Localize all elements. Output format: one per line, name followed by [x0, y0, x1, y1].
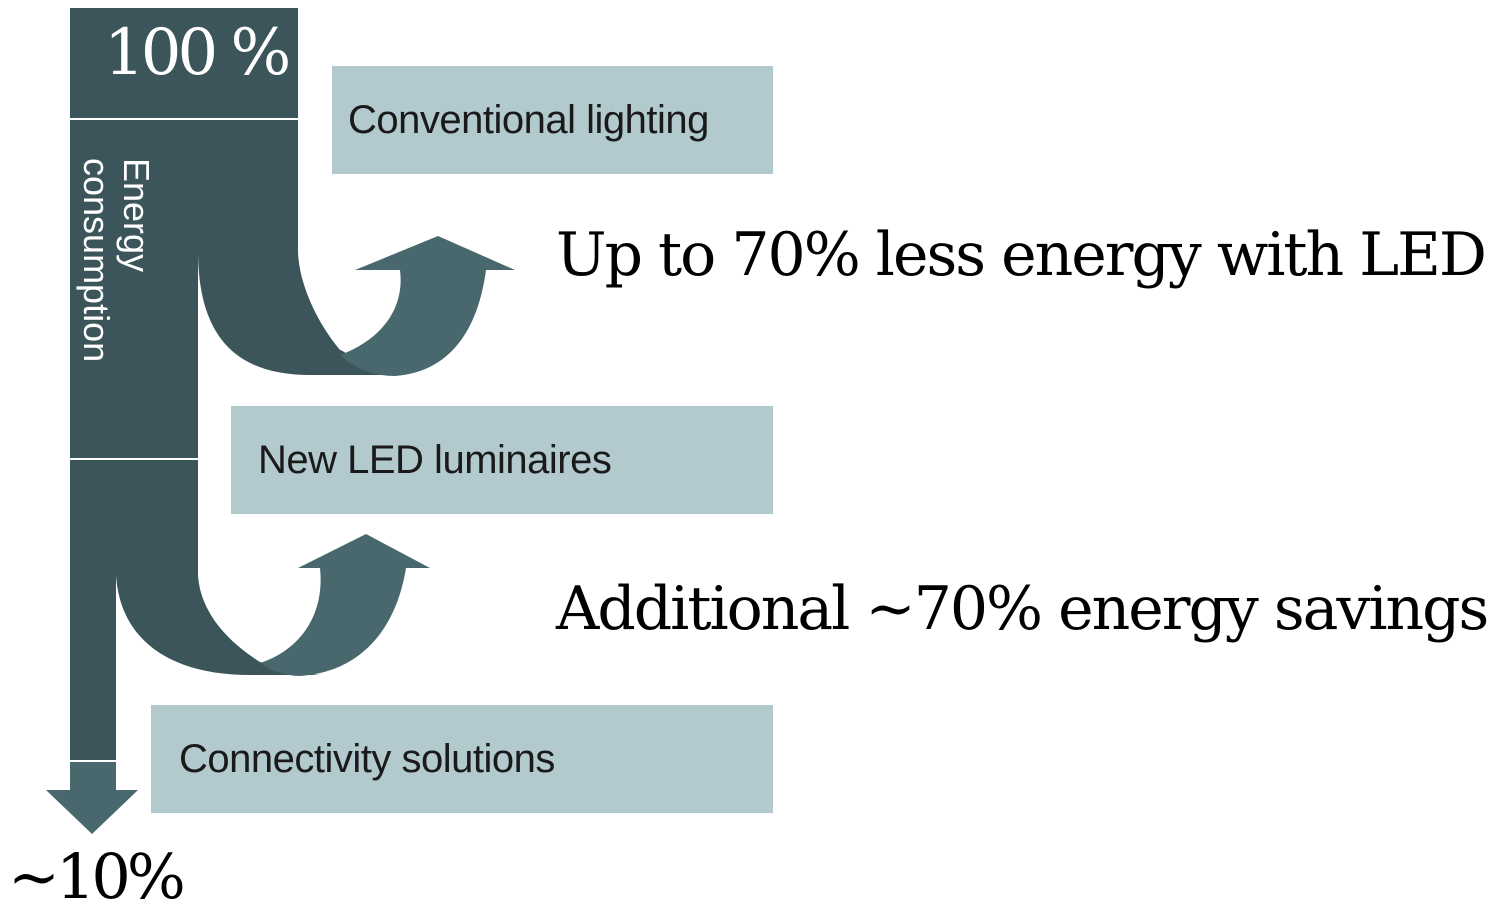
stage-box-conventional: Conventional lighting [332, 66, 773, 174]
axis-label: Energy consumption [76, 158, 157, 363]
stage-label-led: New LED luminaires [258, 437, 612, 482]
stage-label-connectivity: Connectivity solutions [179, 736, 555, 781]
savings-arrow-2 [260, 534, 430, 676]
curve-band-2 [116, 575, 320, 675]
bottom-value: ~10% [8, 840, 186, 913]
savings-headline-2: Additional ~70% energy savings [556, 574, 1489, 644]
bar-stage-2 [70, 460, 198, 760]
axis-label-line2: consumption [76, 158, 117, 363]
stage-box-led: New LED luminaires [231, 406, 773, 514]
bar-stage-3 [70, 762, 116, 792]
stage-label-conventional: Conventional lighting [348, 97, 709, 142]
axis-label-line1: Energy [116, 158, 157, 273]
bar-stage-1 [70, 8, 298, 118]
curve-band-1 [198, 250, 400, 375]
savings-arrow-1 [340, 236, 515, 376]
top-value: 100 % [104, 16, 291, 90]
savings-headline-1: Up to 70% less energy with LED [556, 220, 1487, 290]
bar-stage-1-flow [70, 118, 298, 458]
down-arrow [46, 790, 138, 834]
stage-box-connectivity: Connectivity solutions [151, 705, 773, 813]
